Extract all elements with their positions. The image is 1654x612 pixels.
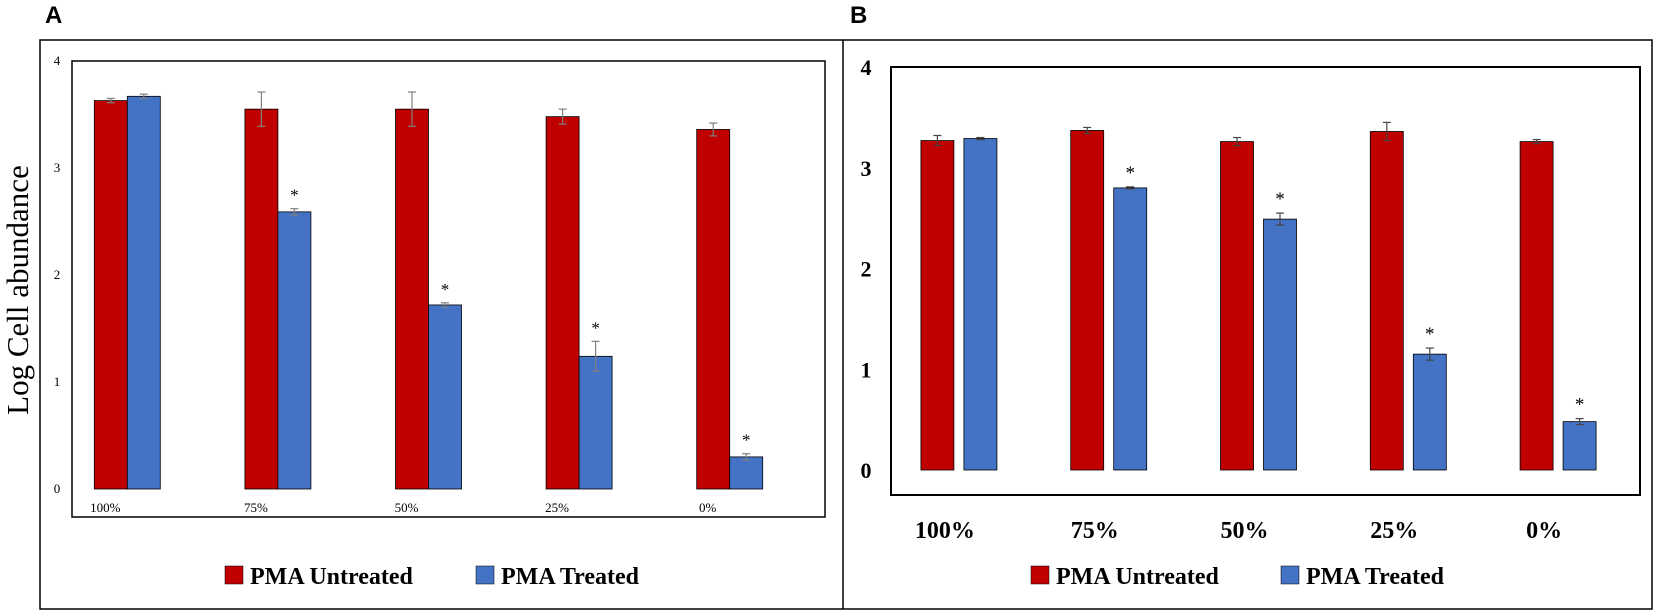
panel-a-bar-treated bbox=[428, 304, 462, 490]
panel-a-significance-marker: * bbox=[441, 280, 450, 299]
panel-b-chart: 0 1 2 3 4 100% 75% * 50% * 25% * 0% * bbox=[861, 55, 1597, 544]
panel-b-xtick: 75% bbox=[1071, 518, 1119, 544]
panel-a-ytick: 4 bbox=[54, 53, 61, 68]
panel-a-bar-untreated bbox=[395, 108, 429, 490]
panel-a-label: A bbox=[45, 2, 62, 29]
panel-a-bar-treated bbox=[277, 211, 312, 490]
panel-b-bar-treated bbox=[1113, 187, 1148, 471]
panel-b-bar-untreated bbox=[1220, 141, 1254, 471]
panel-b-bar-treated bbox=[963, 138, 998, 471]
panel-b-bar-untreated bbox=[1519, 141, 1554, 471]
panel-b-significance-marker: * bbox=[1275, 189, 1285, 210]
panel-b-ytick: 0 bbox=[861, 458, 872, 483]
panel-b-bar-treated bbox=[1412, 353, 1447, 471]
panel-a-xtick: 0% bbox=[699, 500, 717, 515]
panel-b-bar-untreated bbox=[1070, 130, 1105, 471]
legend-a-untreated-label: PMA Untreated bbox=[250, 564, 414, 590]
panel-a-xtick: 25% bbox=[545, 500, 569, 515]
panel-a-bar-untreated bbox=[244, 108, 279, 490]
panel-a-chart: 0 1 2 3 4 100% 75% * 50% * 25% * 0% * bbox=[54, 53, 764, 515]
panel-b-legend: PMA Untreated PMA Treated bbox=[1030, 564, 1445, 590]
panel-b-xtick: 100% bbox=[915, 518, 975, 544]
panel-b-significance-marker: * bbox=[1125, 163, 1135, 184]
panel-a-bar-untreated bbox=[545, 116, 580, 490]
legend-b-untreated-swatch bbox=[1030, 565, 1050, 585]
panel-a-significance-marker: * bbox=[742, 431, 751, 450]
panel-a-significance-marker: * bbox=[591, 318, 600, 337]
legend-b-untreated-label: PMA Untreated bbox=[1056, 564, 1220, 590]
panel-a-ytick: 0 bbox=[54, 481, 61, 496]
panel-b-ytick: 4 bbox=[861, 55, 872, 80]
panel-b-ytick: 1 bbox=[861, 357, 872, 382]
panel-a-legend: PMA Untreated PMA Treated bbox=[224, 564, 640, 590]
panel-b-ytick: 3 bbox=[861, 156, 872, 181]
panel-a-ytick: 2 bbox=[54, 267, 61, 282]
panel-b-ytick: 2 bbox=[861, 257, 872, 282]
legend-a-treated-swatch bbox=[475, 565, 495, 585]
figure-frame bbox=[39, 39, 1653, 610]
panel-b-plot-area bbox=[890, 66, 1641, 496]
legend-a-untreated-swatch bbox=[224, 565, 244, 585]
panel-b-bar-treated bbox=[1263, 218, 1297, 471]
panel-b-bar-treated bbox=[1562, 421, 1597, 471]
legend-a-treated-label: PMA Treated bbox=[501, 564, 640, 590]
panel-b-significance-marker: * bbox=[1425, 324, 1435, 345]
panel-a-bar-untreated bbox=[696, 129, 731, 490]
panel-b-xtick: 0% bbox=[1526, 518, 1562, 544]
panel-a-plot-area bbox=[71, 60, 826, 518]
y-axis-label: Log Cell abundance bbox=[0, 165, 35, 415]
panel-a-bar-untreated bbox=[93, 100, 128, 490]
panel-a-ytick: 1 bbox=[54, 374, 61, 389]
panel-b-bar-untreated bbox=[1369, 131, 1404, 471]
panel-a-significance-marker: * bbox=[290, 186, 299, 205]
panel-b-significance-marker: * bbox=[1575, 395, 1585, 416]
panel-b-bar-untreated bbox=[920, 140, 955, 471]
panel-a-bar-treated bbox=[126, 95, 161, 490]
panel-a-bar-treated bbox=[729, 456, 764, 490]
panel-a-xtick: 50% bbox=[395, 500, 419, 515]
panel-a-xtick: 75% bbox=[244, 500, 268, 515]
panel-a-ytick: 3 bbox=[54, 160, 61, 175]
panel-b-xtick: 25% bbox=[1370, 518, 1418, 544]
legend-b-treated-swatch bbox=[1280, 565, 1300, 585]
panel-a-xtick: 100% bbox=[90, 500, 121, 515]
legend-b-treated-label: PMA Treated bbox=[1306, 564, 1445, 590]
panel-a-bar-treated bbox=[578, 355, 613, 490]
panel-b-xtick: 50% bbox=[1221, 518, 1269, 544]
panel-b-label: B bbox=[850, 2, 867, 29]
